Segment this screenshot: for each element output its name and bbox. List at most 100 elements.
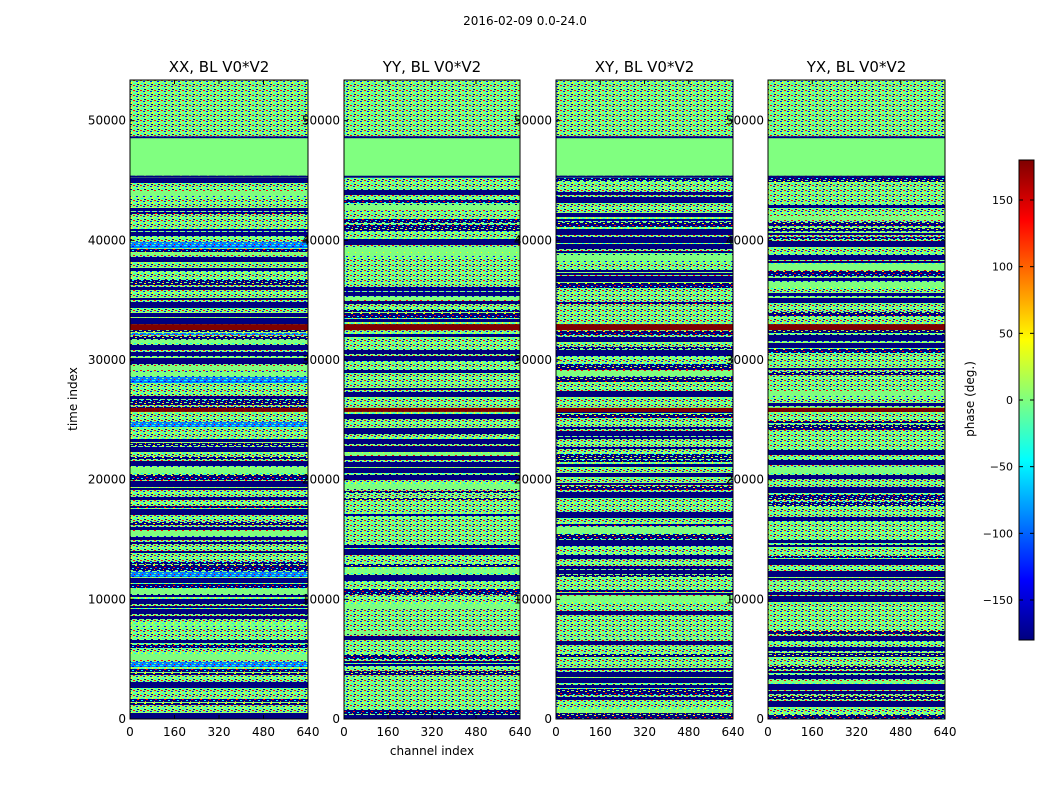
heatmap-stripe <box>768 549 945 555</box>
heatmap-stripe <box>556 504 733 506</box>
heatmap-stripe <box>344 494 520 497</box>
heatmap-stripe <box>556 492 733 498</box>
heatmap-stripe <box>556 337 733 342</box>
heatmap-stripe <box>344 297 520 300</box>
heatmap-stripe <box>130 640 308 643</box>
y-tick-label: 50000 <box>726 114 764 128</box>
heatmap-stripe <box>556 519 733 523</box>
heatmap-stripe <box>344 439 520 444</box>
y-tick-label: 30000 <box>726 353 764 367</box>
heatmap-stripe <box>130 310 308 312</box>
heatmap-stripe <box>344 597 520 603</box>
heatmap-stripe <box>344 468 520 473</box>
x-tick-label: 320 <box>208 725 231 739</box>
heatmap-stripe <box>768 439 945 441</box>
heatmap-stripe <box>344 356 520 361</box>
heatmap-stripe <box>130 554 308 560</box>
heatmap-stripe <box>556 668 733 670</box>
heatmap-stripe <box>556 617 733 623</box>
heatmap-stripe <box>556 561 733 565</box>
heatmap-stripe <box>130 627 308 632</box>
heatmap-stripe <box>768 528 945 533</box>
heatmap-stripe <box>556 646 733 652</box>
heatmap-stripe <box>768 480 945 485</box>
heatmap-stripe <box>344 279 520 285</box>
heatmap-stripe <box>344 435 520 438</box>
heatmap-stripe <box>556 508 733 511</box>
heatmap-stripe <box>768 368 945 370</box>
heatmap-stripe <box>130 392 308 394</box>
heatmap-stripe <box>344 405 520 407</box>
x-tick-label: 160 <box>163 725 186 739</box>
y-tick-label: 10000 <box>302 592 340 606</box>
heatmap-stripe <box>344 696 520 702</box>
heatmap-stripe <box>556 689 733 695</box>
heatmap-stripe <box>556 222 733 227</box>
heatmap-stripe <box>130 645 308 648</box>
heatmap-stripe <box>344 686 520 692</box>
heatmap-stripe <box>130 249 308 252</box>
heatmap-stripe <box>556 575 733 577</box>
heatmap-stripe <box>344 676 520 680</box>
panel-title-xx: XX, BL V0*V2 <box>168 58 270 76</box>
heatmap-top-region <box>768 80 945 137</box>
heatmap-stripe <box>556 473 733 477</box>
heatmap-stripe <box>130 633 308 638</box>
heatmap-stripe <box>344 526 520 529</box>
heatmap-red-band <box>344 324 520 331</box>
x-tick-label: 160 <box>589 725 612 739</box>
heatmap-stripe <box>344 462 520 467</box>
heatmap-stripe <box>344 611 520 616</box>
y-tick-label: 30000 <box>88 353 126 367</box>
heatmap-stripe <box>768 362 945 366</box>
heatmap-stripe <box>130 609 308 614</box>
heatmap-stripe <box>130 468 308 473</box>
heatmap-stripe <box>768 288 945 292</box>
heatmap-stripe <box>768 534 945 539</box>
heatmap-stripe <box>130 292 308 297</box>
heatmap-stripe <box>344 518 520 520</box>
heatmap-stripe <box>556 608 733 610</box>
heatmap-stripe <box>344 428 520 434</box>
heatmap-stripe <box>556 585 733 588</box>
heatmap-stripe <box>344 370 520 373</box>
heatmap-stripe <box>556 290 733 296</box>
heatmap-stripe <box>768 701 945 707</box>
heatmap-stripe <box>344 185 520 188</box>
heatmap-stripe <box>768 177 945 182</box>
heatmap-stripe <box>130 178 308 183</box>
colorbar-tick-label: 0 <box>1006 394 1013 407</box>
heatmap-stripe <box>768 271 945 276</box>
heatmap-stripe <box>130 509 308 515</box>
heatmap-stripe <box>768 233 945 235</box>
heatmap-stripe <box>130 212 308 214</box>
heatmap-stripe <box>556 593 733 595</box>
heatmap-stripe <box>556 579 733 584</box>
heatmap-stripe <box>768 566 945 570</box>
y-tick-label: 20000 <box>514 473 552 487</box>
heatmap-stripe <box>130 435 308 437</box>
heatmap-stripe <box>344 642 520 646</box>
heatmap-stripe <box>768 241 945 247</box>
heatmap-stripe <box>768 616 945 622</box>
heatmap-stripe <box>344 266 520 272</box>
heatmap-stripe <box>556 377 733 382</box>
heatmap-stripe <box>130 531 308 536</box>
heatmap-stripe <box>344 258 520 264</box>
heatmap-stripe <box>768 398 945 401</box>
heatmap-stripe <box>768 684 945 690</box>
heatmap-stripe <box>556 685 733 688</box>
heatmap-stripe <box>556 499 733 503</box>
heatmap-stripe <box>768 696 945 699</box>
heatmap-stripe <box>768 312 945 316</box>
heatmap-stripe <box>130 385 308 387</box>
heatmap-stripe <box>768 647 945 651</box>
y-tick-label: 40000 <box>88 233 126 247</box>
heatmap-stripe <box>130 481 308 487</box>
heatmap-stripe <box>344 671 520 675</box>
heatmap-stripe <box>130 578 308 583</box>
heatmap-stripe <box>344 531 520 536</box>
y-tick-label: 40000 <box>726 233 764 247</box>
heatmap-stripe <box>344 484 520 489</box>
heatmap-stripe <box>556 178 733 181</box>
